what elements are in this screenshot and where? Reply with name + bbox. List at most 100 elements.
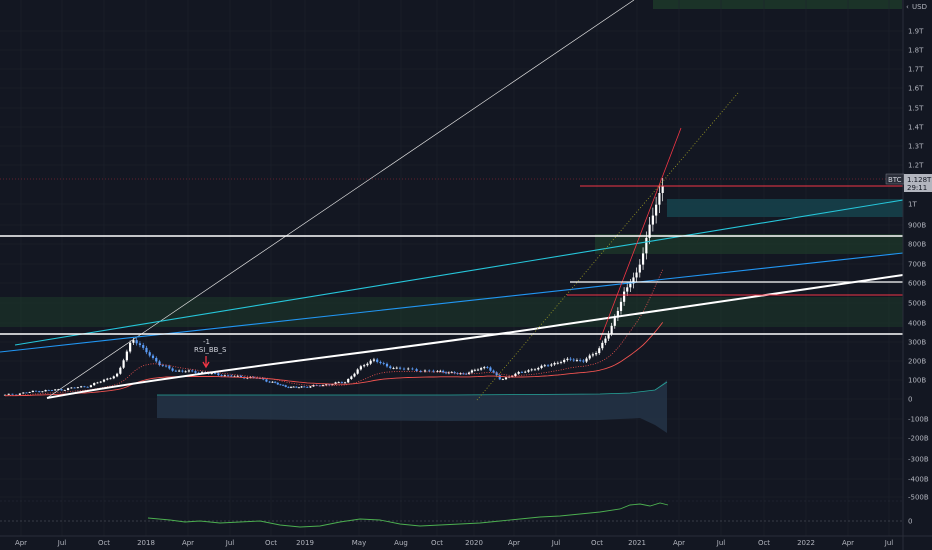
candle-body [483, 367, 486, 369]
candle-body [25, 392, 28, 394]
price-tick-label: 1.8T [908, 47, 924, 55]
candle-body [626, 287, 629, 292]
price-tick-label: 1T [908, 201, 917, 209]
candle-body [407, 368, 410, 370]
candle-body [306, 386, 309, 388]
symbol-tag: BTC [888, 176, 902, 184]
candle-body [473, 369, 476, 371]
candle-body [200, 372, 204, 373]
candle-body [321, 385, 325, 386]
candle-body [638, 264, 641, 273]
candle-body [115, 373, 119, 377]
candle-body [402, 368, 406, 370]
zones [0, 199, 903, 327]
top-zone [653, 0, 902, 9]
price-tick-label: 1.6T [908, 85, 924, 93]
candle-body [135, 340, 138, 344]
candle-body [566, 358, 569, 360]
candle-body [38, 391, 41, 393]
time-tick-label: Oct [591, 539, 603, 547]
time-tick-label: May [352, 539, 366, 547]
band-envelope [157, 380, 667, 433]
candle-body [109, 378, 112, 380]
candle-body [411, 368, 414, 370]
candle-body [132, 340, 135, 343]
candle-body [453, 372, 456, 374]
candle-body [579, 359, 582, 361]
olive-dotted-line [476, 92, 739, 401]
candle-body [268, 381, 271, 383]
price-tick-label: -100B [908, 416, 929, 424]
candle-body [432, 370, 435, 372]
candle-body [213, 373, 217, 374]
candle-body [96, 382, 99, 384]
candle-body [476, 369, 480, 371]
candle-body [524, 371, 527, 373]
candle-body [392, 367, 395, 369]
symbol-price-tag[interactable]: BTC 1.128T 29:11 [885, 173, 932, 192]
candle-body [47, 390, 50, 391]
candle-body [641, 253, 645, 265]
candle-body [337, 382, 340, 383]
candle-body [11, 393, 14, 395]
candle-body [331, 384, 334, 386]
candle-body [588, 355, 591, 359]
candle-body [495, 372, 498, 376]
candle-body [517, 371, 520, 374]
candle-body [279, 384, 282, 386]
candle-body [343, 382, 347, 384]
candle-body [347, 379, 350, 383]
candle-body [187, 370, 191, 372]
candle-body [533, 369, 537, 371]
candle-body [295, 386, 298, 388]
candle-body [556, 362, 559, 364]
candle-body [217, 373, 220, 376]
candle-body [447, 372, 451, 374]
candle-body [57, 389, 60, 391]
price-tag: 1.128T [907, 176, 932, 184]
candle-body [376, 359, 379, 362]
candle-body [489, 367, 492, 371]
price-tick-label: 700B [908, 261, 926, 269]
candle-body [15, 394, 18, 396]
candle-body [66, 388, 70, 391]
white-support-curve [46, 274, 904, 399]
signal-annotation: -1 RSI_BB_S [194, 338, 227, 369]
candle-body [607, 333, 610, 339]
candle-body [236, 375, 239, 377]
candle-body [289, 386, 293, 388]
price-tick-label: -400B [908, 476, 929, 484]
candle-body [585, 358, 588, 362]
ma-slow-line [4, 322, 664, 397]
candle-body [262, 378, 265, 380]
oscillator-tick-label: 0 [908, 518, 912, 526]
candle-body [292, 386, 295, 388]
time-tick-label: Oct [265, 539, 277, 547]
candle-body [265, 379, 268, 382]
currency-label: USD [912, 3, 927, 11]
price-tick-label: 1.2T [908, 162, 924, 170]
candle-body [629, 283, 632, 288]
candle-body [582, 360, 585, 362]
time-tick-label: Apr [15, 539, 27, 547]
candle-body [239, 375, 243, 378]
trendlines [0, 0, 904, 401]
oscillator-pane [0, 500, 903, 528]
candle-body [459, 373, 462, 375]
price-tick-label: -300B [908, 456, 929, 464]
price-tick-label: 1.4T [908, 124, 924, 132]
candle-body [271, 381, 274, 383]
price-tick-label: 500B [908, 300, 926, 308]
price-axis[interactable]: 1.9T 1.8T 1.7T 1.6T 1.5T 1.4T 1.3T 1.2T 1T 900B 80… [908, 28, 929, 526]
candle-body [168, 366, 171, 369]
candle-body [504, 377, 508, 380]
candle-body [281, 384, 285, 386]
candle-body [181, 370, 184, 372]
candle-body [106, 378, 109, 380]
candle-body [276, 382, 279, 385]
time-axis[interactable]: Apr Jul Oct 2018 Apr Jul Oct 2019 May Aug Oct 2020 A… [15, 539, 893, 547]
candle-body [142, 345, 145, 348]
candle-body [480, 368, 483, 370]
candle-body [645, 237, 648, 254]
